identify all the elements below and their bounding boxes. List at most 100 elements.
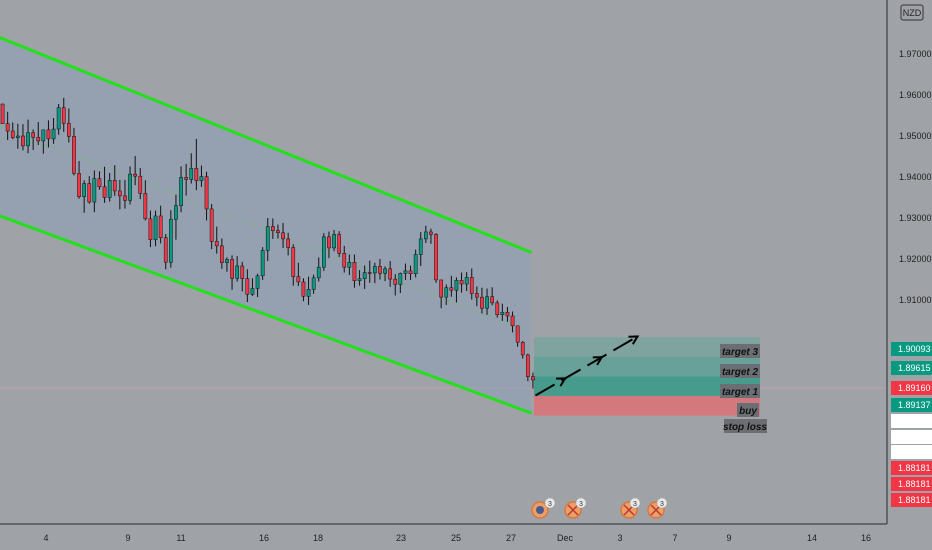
candle-body bbox=[352, 262, 357, 281]
candle-body bbox=[454, 280, 459, 291]
candle-body bbox=[225, 259, 229, 263]
projection-arrow[interactable] bbox=[534, 335, 640, 397]
price-tick-label: 1.96000 bbox=[899, 90, 932, 100]
price-tag-label: 1.89137 bbox=[898, 400, 931, 410]
count-badge bbox=[656, 497, 668, 509]
candle-body bbox=[214, 241, 219, 247]
candle-body bbox=[347, 262, 352, 268]
price-tags: 1.90093 1.89615 1.89160 1.89137 1.88659 1.886… bbox=[891, 342, 932, 507]
price-tag-label: 1.88181 bbox=[898, 479, 931, 489]
candle-body bbox=[194, 168, 199, 181]
price-tick-label: 1.91000 bbox=[899, 295, 932, 305]
target-2-label: target 2 bbox=[722, 367, 759, 378]
candle-body bbox=[485, 296, 489, 309]
event-marker-au[interactable]: 3 bbox=[531, 497, 556, 519]
price-tag-label: 1.88659 bbox=[898, 432, 931, 442]
candle-body bbox=[520, 341, 525, 356]
event-marker-uk[interactable]: 3 bbox=[647, 497, 668, 519]
candle-body bbox=[16, 135, 20, 138]
price-tag-label: 1.89160 bbox=[898, 383, 931, 393]
channel-lower-line[interactable] bbox=[0, 214, 532, 415]
candle-body bbox=[56, 107, 61, 130]
candle-body bbox=[378, 266, 382, 274]
symbol-badge-text: NZD bbox=[903, 8, 922, 18]
target-2-zone bbox=[534, 356, 760, 377]
candle-body bbox=[72, 136, 76, 174]
candle-body bbox=[286, 238, 290, 248]
candle-body bbox=[357, 278, 362, 281]
price-tag-label: 1.88181 bbox=[898, 463, 931, 473]
candle-body bbox=[112, 180, 117, 192]
stop-loss-zone bbox=[534, 395, 760, 416]
candle-body bbox=[143, 193, 148, 220]
price-tag-label: 1.88659 bbox=[898, 447, 931, 457]
event-count: 3 bbox=[660, 501, 664, 508]
price-axis[interactable]: 1.97000 1.96000 1.95000 1.94000 1.93000 1.920… bbox=[899, 49, 932, 305]
candle-body bbox=[82, 183, 87, 197]
candle-body bbox=[480, 296, 484, 309]
price-tag-label: 1.90093 bbox=[898, 344, 931, 354]
channel-upper-line[interactable] bbox=[0, 36, 532, 254]
count-badge bbox=[629, 497, 641, 509]
candle-body bbox=[505, 312, 510, 317]
candle-body bbox=[174, 205, 178, 220]
price-tag-label: 1.88181 bbox=[898, 495, 931, 505]
price-tick-label: 1.94000 bbox=[899, 172, 932, 182]
candle-body bbox=[220, 245, 224, 263]
candle-body bbox=[123, 195, 127, 201]
candle-body bbox=[327, 236, 331, 249]
candle-body bbox=[500, 312, 505, 316]
candle-body bbox=[51, 128, 56, 140]
candle-body bbox=[97, 178, 102, 188]
candle-body bbox=[424, 231, 428, 240]
candle-body bbox=[398, 273, 403, 285]
price-tag-bg bbox=[891, 342, 932, 356]
time-axis[interactable]: 4 9 11 16 18 23 25 27 Dec 3 7 9 14 16 bbox=[43, 533, 871, 543]
date-tick-label: 16 bbox=[259, 533, 269, 543]
date-tick-label: 27 bbox=[506, 533, 516, 543]
candle-body bbox=[322, 236, 326, 268]
candle-body bbox=[31, 132, 35, 138]
candle-body bbox=[429, 231, 433, 235]
channel-fill bbox=[0, 37, 531, 413]
target-3-label-bg bbox=[720, 344, 760, 358]
arrow-head bbox=[628, 335, 640, 345]
candle-body bbox=[102, 186, 107, 198]
candle-body bbox=[36, 136, 41, 142]
candle-body bbox=[495, 302, 500, 316]
date-tick-label: 23 bbox=[396, 533, 406, 543]
candle-body bbox=[61, 107, 66, 124]
target-1-zone bbox=[534, 376, 760, 396]
event-count: 3 bbox=[548, 501, 552, 508]
candle-body bbox=[311, 277, 316, 290]
event-marker-uk[interactable]: 3 bbox=[620, 497, 641, 519]
symbol-badge[interactable]: NZD bbox=[900, 4, 924, 21]
candle-body bbox=[444, 287, 449, 298]
candle-body bbox=[271, 226, 275, 231]
candle-body bbox=[510, 315, 515, 327]
candle-body bbox=[148, 218, 153, 240]
arrow-line bbox=[534, 335, 639, 397]
price-tag-bg bbox=[891, 381, 932, 395]
candle-body bbox=[449, 287, 454, 291]
date-tick-label: 11 bbox=[176, 533, 185, 543]
candle-body bbox=[209, 208, 214, 242]
candlestick-series bbox=[0, 97, 535, 389]
event-markers[interactable]: 3 3 3 3 bbox=[531, 497, 668, 519]
candle-body bbox=[265, 226, 270, 251]
candle-body bbox=[490, 296, 494, 304]
candle-body bbox=[260, 250, 265, 277]
date-tick-label: 14 bbox=[807, 533, 817, 543]
candle-body bbox=[281, 232, 285, 240]
count-badge bbox=[575, 497, 587, 509]
candle-body bbox=[21, 135, 25, 147]
target-1-label-bg bbox=[720, 384, 760, 398]
event-marker-uk[interactable]: 3 bbox=[564, 497, 587, 519]
channel-midline bbox=[0, 126, 531, 333]
price-tag-bg bbox=[891, 461, 932, 475]
candle-body bbox=[408, 270, 413, 275]
date-tick-label: 9 bbox=[125, 533, 130, 543]
candle-body bbox=[240, 265, 245, 279]
